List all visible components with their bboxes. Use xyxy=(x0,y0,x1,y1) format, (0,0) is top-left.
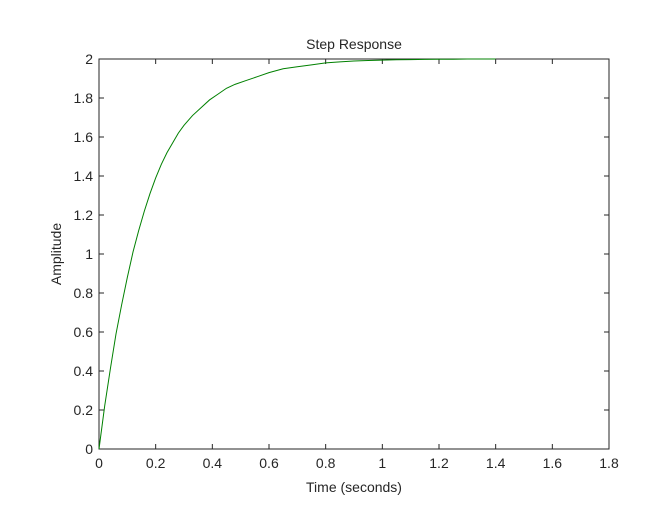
y-tick-label: 0.6 xyxy=(74,324,94,340)
series-layer xyxy=(98,58,496,450)
y-tick-label: 2 xyxy=(85,51,93,67)
y-tick-label: 0 xyxy=(85,441,93,457)
x-tick-label: 0.4 xyxy=(203,455,223,471)
x-tick-label: 0.2 xyxy=(146,455,166,471)
x-tick-label: 1.6 xyxy=(543,455,563,471)
y-tick-label: 1.8 xyxy=(74,90,94,106)
x-tick-label: 1 xyxy=(378,455,386,471)
y-tick-label: 0.2 xyxy=(74,402,94,418)
x-tick-label: 0.6 xyxy=(259,455,279,471)
y-axis-label: Amplitude xyxy=(48,223,64,285)
step-response-line xyxy=(98,58,496,450)
y-tick-label: 1.2 xyxy=(74,207,94,223)
y-tick-label: 0.8 xyxy=(74,285,94,301)
x-axis-label: Time (seconds) xyxy=(306,479,402,495)
y-tick-label: 1.4 xyxy=(74,168,94,184)
y-tick-label: 1 xyxy=(85,246,93,262)
x-tick-label: 1.4 xyxy=(486,455,506,471)
x-tick-label: 0 xyxy=(95,455,103,471)
ticks: 0 0.2 0.4 0.6 0.8 1 1.2 1.4 1.6 1.8 0 0.2 0.4 0.6 0.8 1… xyxy=(74,51,619,471)
x-tick-label: 1.8 xyxy=(599,455,619,471)
y-tick-label: 0.4 xyxy=(74,363,94,379)
y-tick-label: 1.6 xyxy=(74,129,94,145)
x-tick-label: 0.8 xyxy=(316,455,336,471)
x-tick-label: 1.2 xyxy=(429,455,449,471)
chart-title: Step Response xyxy=(306,36,402,52)
plot-area xyxy=(98,58,610,450)
